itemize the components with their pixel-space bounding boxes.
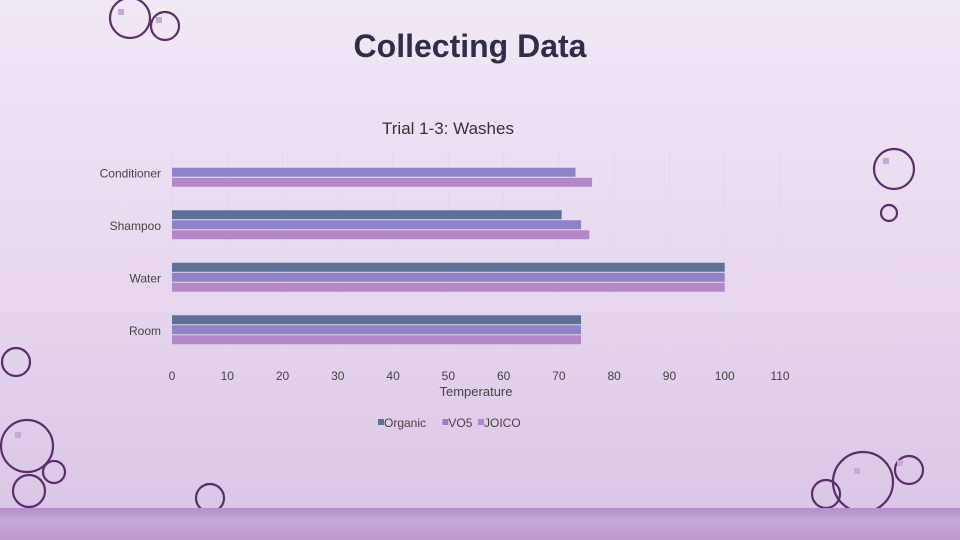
deco-dot	[15, 432, 21, 438]
deco-circle	[0, 346, 32, 378]
legend-swatch	[442, 419, 449, 425]
deco-dot	[854, 468, 860, 474]
deco-circle	[108, 0, 152, 40]
x-tick-label: 30	[331, 369, 345, 383]
x-tick-label: 0	[169, 369, 176, 383]
deco-circle	[0, 418, 55, 474]
legend-swatch	[478, 419, 484, 425]
bar-vo5	[172, 272, 725, 282]
deco-dot	[156, 17, 162, 23]
deco-dot	[897, 460, 903, 466]
deco-circle	[11, 473, 47, 509]
chart-title: Trial 1-3: Washes	[382, 119, 514, 138]
deco-circle	[149, 10, 181, 42]
bar-joico	[172, 335, 582, 345]
bar-vo5	[172, 220, 582, 230]
legend-label: JOICO	[484, 416, 521, 430]
bar-vo5	[172, 167, 576, 177]
x-tick-label: 50	[442, 369, 456, 383]
bar-organic	[172, 262, 725, 272]
bar-joico	[172, 177, 593, 187]
x-tick-label: 100	[715, 369, 735, 383]
deco-dot	[118, 9, 124, 15]
x-tick-label: 20	[276, 369, 290, 383]
bar-joico	[172, 230, 590, 240]
bar-organic	[172, 210, 562, 220]
deco-circle	[872, 147, 916, 191]
bar-organic	[172, 315, 582, 325]
x-tick-label: 110	[770, 369, 789, 383]
category-label: Room	[129, 324, 161, 338]
x-axis-label: Temperature	[440, 384, 513, 399]
legend-swatch	[378, 419, 384, 425]
x-tick-label: 10	[221, 369, 235, 383]
bar-joico	[172, 282, 725, 292]
x-tick-label: 90	[663, 369, 677, 383]
bottom-band	[0, 508, 960, 540]
deco-dot	[883, 158, 889, 164]
x-tick-label: 40	[386, 369, 400, 383]
x-tick-label: 60	[497, 369, 511, 383]
bar-vo5	[172, 325, 582, 335]
category-label: Shampoo	[110, 219, 162, 233]
legend-label: VO5	[448, 416, 472, 430]
x-tick-label: 80	[608, 369, 622, 383]
legend-label: Organic	[384, 416, 426, 430]
deco-circle	[879, 203, 899, 223]
deco-circle	[893, 454, 925, 486]
x-tick-label: 70	[552, 369, 566, 383]
deco-circle	[41, 459, 67, 485]
slide-title: Collecting Data	[353, 28, 587, 64]
category-label: Water	[129, 271, 161, 285]
category-label: Conditioner	[100, 166, 161, 180]
